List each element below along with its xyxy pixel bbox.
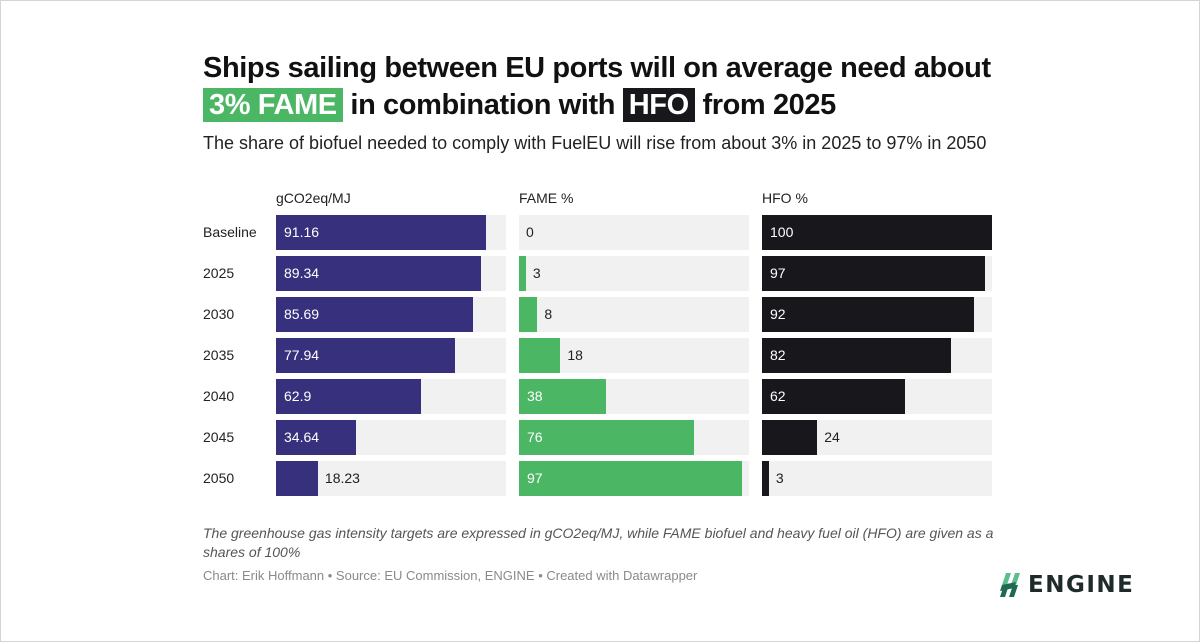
data-label: 62.9 [284, 388, 312, 404]
bar-fame [519, 297, 538, 332]
bar-ghg [276, 256, 482, 291]
data-label: 82 [770, 347, 786, 363]
title-part-1: Ships sailing between EU ports will on a… [203, 52, 991, 84]
data-label: 18 [567, 347, 583, 363]
bar-track: 91.16 [276, 215, 506, 250]
data-label: 8 [544, 306, 553, 322]
data-label: 77.94 [284, 347, 320, 363]
bar-track: 8 [519, 297, 749, 332]
column-header-1: FAME % [519, 190, 574, 206]
bar-ghg [276, 215, 486, 250]
row-label: 2040 [203, 388, 235, 404]
bar-hfo [762, 215, 992, 250]
bar-hfo [762, 338, 951, 373]
row-label: Baseline [203, 224, 257, 240]
engine-logo-icon [1000, 573, 1020, 597]
data-label: 62 [770, 388, 786, 404]
bar-fame [519, 338, 561, 373]
bar-track: 18 [519, 338, 749, 373]
title-highlight-fame: 3% FAME [203, 88, 343, 122]
data-label: 97 [770, 265, 786, 281]
engine-logo-text: ENGINE [1028, 572, 1135, 598]
row-label: 2035 [203, 347, 235, 363]
bar-track: 77.94 [276, 338, 506, 373]
bar-hfo [762, 420, 818, 455]
data-label: 76 [527, 429, 543, 445]
bar-track: 38 [519, 379, 749, 414]
data-label: 3 [775, 470, 784, 486]
bar-ghg [276, 379, 421, 414]
bar-track: 18.23 [276, 461, 506, 496]
bar-track: 34.64 [276, 420, 506, 455]
data-label: 85.69 [284, 306, 320, 322]
data-label: 24 [824, 429, 840, 445]
bar-track: 76 [519, 420, 749, 455]
row-label: 2030 [203, 306, 235, 322]
bar-hfo [762, 256, 986, 291]
bar-track: 100 [762, 215, 992, 250]
bar-fame [519, 379, 607, 414]
row-label: 2050 [203, 470, 235, 486]
column-header-2: HFO % [762, 190, 808, 206]
bar-track: 97 [519, 461, 749, 496]
bar-track: 62.9 [276, 379, 506, 414]
bar-fame [519, 420, 694, 455]
title-highlight-hfo: HFO [622, 88, 695, 122]
bar-track: 3 [519, 256, 749, 291]
bar-fame [519, 256, 526, 291]
column-header-0: gCO2eq/MJ [276, 190, 351, 206]
title-part-2: in combination with [350, 89, 616, 121]
bar-hfo [762, 297, 974, 332]
data-label: 34.64 [284, 429, 320, 445]
bar-ghg [276, 297, 474, 332]
bar-track: 3 [762, 461, 992, 496]
bar-track: 62 [762, 379, 992, 414]
chart-title: Ships sailing between EU ports will on a… [203, 50, 1023, 124]
data-label: 3 [532, 265, 541, 281]
chart-subtitle: The share of biofuel needed to comply wi… [203, 133, 987, 153]
data-label: 0 [526, 224, 534, 240]
bar-track: 24 [762, 420, 992, 455]
bar-ghg [276, 461, 318, 496]
engine-logo: ENGINE [1000, 572, 1134, 598]
data-label: 91.16 [284, 224, 320, 240]
data-label: 18.23 [324, 470, 360, 486]
data-label: 100 [770, 224, 794, 240]
bar-hfo [762, 461, 769, 496]
data-label: 89.34 [284, 265, 320, 281]
bar-track: 0 [519, 215, 749, 250]
bar-track: 97 [762, 256, 992, 291]
bar-track: 89.34 [276, 256, 506, 291]
bar-ghg [276, 420, 356, 455]
data-label: 38 [527, 388, 543, 404]
bar-track: 82 [762, 338, 992, 373]
bar-hfo [762, 379, 905, 414]
data-label: 97 [527, 470, 543, 486]
chart-notes: The greenhouse gas intensity targets are… [203, 525, 994, 560]
bar-track: 92 [762, 297, 992, 332]
bar-track: 85.69 [276, 297, 506, 332]
chart-byline: Chart: Erik Hoffmann • Source: EU Commis… [203, 568, 698, 583]
row-label: 2025 [203, 265, 235, 281]
row-label: 2045 [203, 429, 235, 445]
bar-fame [519, 461, 743, 496]
bar-ghg [276, 338, 456, 373]
data-label: 92 [770, 306, 786, 322]
title-part-3: from 2025 [702, 89, 836, 121]
